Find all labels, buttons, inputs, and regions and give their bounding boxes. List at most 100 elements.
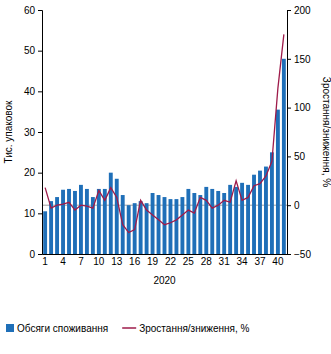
bar <box>270 152 274 254</box>
legend-swatch <box>6 324 14 332</box>
y-tick-label: 0 <box>29 249 35 260</box>
x-tick: 22 <box>165 254 177 267</box>
x-tick-label: 40 <box>272 256 284 267</box>
legend-label: Зростання/зниження, % <box>139 323 249 334</box>
x-tick: 34 <box>237 254 249 267</box>
bar <box>157 195 161 254</box>
y-tick-mark <box>38 254 42 255</box>
y2-tick-mark <box>287 205 291 206</box>
bar <box>216 191 220 254</box>
bar <box>276 110 280 254</box>
y2-tick-label: 50 <box>294 151 306 162</box>
x-tick: 16 <box>129 254 141 267</box>
y2-axis: −50 0 50 100 150 200 <box>287 5 311 260</box>
marks <box>43 34 286 254</box>
y-tick: 60 <box>24 5 42 16</box>
x-tick-label: 7 <box>78 256 84 267</box>
y-tick-label: 10 <box>24 208 36 219</box>
bar <box>85 189 89 254</box>
y2-axis-title: Зростання/зниження, % <box>321 77 331 187</box>
y2-tick-label: 150 <box>294 54 311 65</box>
bar <box>204 187 208 254</box>
bar <box>282 59 286 254</box>
bar <box>43 211 47 254</box>
bar <box>67 189 71 254</box>
x-tick: 40 <box>272 254 284 267</box>
bar <box>198 195 202 254</box>
bar <box>174 199 178 254</box>
y-tick-mark <box>38 173 42 174</box>
x-tick: 13 <box>111 254 123 267</box>
bar <box>127 205 131 254</box>
x-tick-label: 28 <box>201 256 213 267</box>
y2-tick: 150 <box>287 54 311 65</box>
y2-tick: 0 <box>287 200 300 211</box>
x-axis-line <box>43 254 288 255</box>
x-tick-label: 1 <box>42 256 48 267</box>
y2-tick-label: 0 <box>294 200 300 211</box>
x-tick: 1 <box>42 254 48 267</box>
y2-tick: 50 <box>287 151 306 162</box>
x-tick-label: 22 <box>165 256 177 267</box>
x-tick: 25 <box>183 254 195 267</box>
y-tick: 20 <box>24 167 42 178</box>
x-tick-label: 10 <box>93 256 105 267</box>
x-tick: 10 <box>93 254 105 267</box>
y-tick: 0 <box>29 249 42 260</box>
y2-tick: 200 <box>287 5 311 16</box>
y2-tick-mark <box>287 59 291 60</box>
bar <box>186 189 190 254</box>
legend-swatch <box>122 327 136 329</box>
x-axis: 1 4 7 10 13 16 19 22 25 28 31 34 37 40 2020 <box>42 254 287 286</box>
y2-axis-line <box>288 11 292 255</box>
y-tick-mark <box>38 51 42 52</box>
y-tick-label: 30 <box>24 127 36 138</box>
bar <box>73 191 77 254</box>
y2-tick-mark <box>287 108 291 109</box>
x-tick-label: 4 <box>60 256 66 267</box>
y2-tick-label: 200 <box>294 5 311 16</box>
y2-tick: 100 <box>287 102 311 113</box>
legend-item: Обсяги споживання <box>6 323 108 334</box>
bar <box>115 179 119 254</box>
y-tick-label: 20 <box>24 167 36 178</box>
legend-label: Обсяги споживання <box>17 323 108 334</box>
y-tick-mark <box>38 213 42 214</box>
x-tick: 37 <box>254 254 266 267</box>
y2-tick: −50 <box>287 249 311 260</box>
legend-item: Зростання/зниження, % <box>122 323 249 334</box>
y-tick: 40 <box>24 86 42 97</box>
y-tick-label: 40 <box>24 86 36 97</box>
y-tick-mark <box>38 91 42 92</box>
y-axis-line <box>38 11 43 255</box>
x-tick-label: 25 <box>183 256 195 267</box>
y-tick-label: 60 <box>24 5 36 16</box>
y2-tick-mark <box>287 10 291 11</box>
y2-tick-mark <box>287 254 291 255</box>
x-tick-label: 13 <box>111 256 123 267</box>
bar <box>234 187 238 254</box>
y-tick: 10 <box>24 208 42 219</box>
legend: Обсяги споживання Зростання/зниження, % <box>6 323 250 334</box>
bar <box>180 197 184 254</box>
y-tick: 30 <box>24 127 42 138</box>
x-tick-label: 34 <box>237 256 249 267</box>
plot: 1 4 7 10 13 16 19 22 25 28 31 34 37 40 2020 0 10 20 30 40 50… <box>3 5 331 286</box>
bar <box>163 197 167 254</box>
y2-tick-mark <box>287 156 291 157</box>
y2-tick-label: 100 <box>294 102 311 113</box>
bar <box>240 183 244 254</box>
x-axis-title: 2020 <box>153 275 176 286</box>
y-tick-label: 50 <box>24 45 36 56</box>
bar <box>79 185 83 254</box>
x-tick-label: 16 <box>129 256 141 267</box>
x-tick: 31 <box>219 254 231 267</box>
x-tick-label: 19 <box>147 256 159 267</box>
bar <box>151 193 155 254</box>
x-tick: 19 <box>147 254 159 267</box>
y-tick-mark <box>38 10 42 11</box>
bar <box>169 199 173 254</box>
bar <box>61 190 65 254</box>
bar <box>97 189 101 254</box>
line <box>45 34 284 232</box>
